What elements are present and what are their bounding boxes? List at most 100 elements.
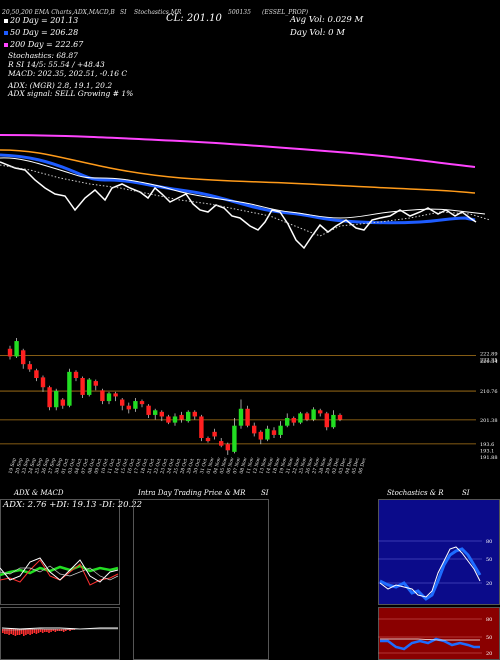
- date-label: 23 Sep: [21, 457, 31, 474]
- candle-body: [337, 414, 343, 420]
- macd-bar: [12, 629, 15, 635]
- candle-body: [212, 431, 217, 437]
- si-chart: 80 50 20: [378, 617, 492, 657]
- candle-body: [80, 378, 85, 395]
- ema-20-line: [0, 157, 486, 219]
- adx-values: ADX: 2.76 +DI: 19.13 -DI: 20.22: [3, 500, 143, 510]
- date-label: 13 Nov: [258, 456, 268, 474]
- price-close-line: [0, 161, 477, 250]
- date-label: 22 Oct: [153, 458, 163, 475]
- candle-body: [285, 418, 290, 426]
- date-label: 04 Oct: [74, 458, 84, 475]
- candle-body: [172, 416, 178, 423]
- date-label: 12 Nov: [252, 456, 262, 474]
- stoch-upper-tick-80: 80: [486, 539, 492, 545]
- macd-readout: MACD: 202.35, 202.51, -0.16 C: [8, 69, 128, 78]
- date-label: 07 Nov: [232, 456, 242, 474]
- ema-20-swatch: [4, 19, 8, 23]
- macd-bar: [20, 629, 23, 634]
- date-label: 25 Sep: [34, 457, 44, 474]
- macd-bar: [2, 629, 4, 633]
- date-label: 06 Nov: [225, 456, 235, 474]
- date-label: 21 Oct: [146, 458, 156, 475]
- adx-chart: [0, 557, 119, 586]
- date-label: 04 Dec: [344, 457, 354, 475]
- date-label: 28 Oct: [179, 458, 189, 475]
- macd-bar: [27, 629, 29, 634]
- stoch-d-line: [379, 546, 481, 598]
- date-label: 14 Nov: [265, 456, 275, 474]
- header-stochastics-mr: Stochastics,MR: [134, 9, 182, 16]
- price-level-label: 220.54: [480, 359, 498, 365]
- intraday-title-si: SI: [261, 489, 269, 497]
- candle-body: [21, 350, 26, 365]
- candle-body: [179, 414, 184, 420]
- date-label: 22 Nov: [291, 456, 301, 474]
- intraday-panel: [133, 499, 269, 660]
- price-level-label: 201.38: [480, 418, 498, 424]
- ema-dotted-line: [0, 164, 491, 237]
- header-raw: 20,50,200 EMA Charts,ADX,MACD,B: [2, 9, 115, 16]
- date-label: 11 Nov: [245, 456, 255, 474]
- candle-body: [265, 428, 270, 440]
- candle-body: [146, 405, 151, 415]
- macd-bar: [54, 629, 57, 632]
- date-label: 30 Sep: [54, 457, 64, 474]
- ema-chart: [0, 134, 491, 250]
- date-label: 09 Oct: [93, 458, 103, 475]
- date-label: 07 Oct: [80, 458, 90, 475]
- date-label: 21 Nov: [285, 456, 295, 474]
- macd-bar: [25, 629, 27, 635]
- candle-body: [252, 425, 257, 434]
- candle-body: [60, 399, 65, 406]
- macd-bar: [29, 629, 31, 635]
- candle-body: [205, 438, 211, 442]
- macd-signal-line: [2, 628, 118, 631]
- candle-body: [331, 414, 336, 428]
- ema-100-line: [0, 149, 476, 194]
- candle-body: [40, 377, 46, 388]
- candle-body: [87, 379, 92, 395]
- intraday-title: Intra Day Trading Price & MR: [138, 489, 246, 497]
- date-label: 30 Oct: [192, 458, 202, 475]
- candle-body: [47, 387, 52, 408]
- candle-body: [166, 416, 171, 423]
- macd-bar: [46, 629, 48, 632]
- date-label: 16 Oct: [126, 458, 136, 475]
- macd-bar: [62, 629, 65, 632]
- macd-bar: [33, 629, 36, 633]
- date-label: 23 Oct: [159, 458, 169, 475]
- price-level-label: 222.35: [480, 357, 498, 363]
- candle-body: [14, 341, 19, 357]
- macd-bar: [14, 629, 17, 636]
- macd-bar: [39, 629, 42, 632]
- date-label: 11 Oct: [107, 458, 117, 475]
- date-label: 10 Oct: [100, 458, 110, 475]
- date-label: 26 Sep: [41, 457, 51, 474]
- ema-200-line: [0, 134, 476, 168]
- date-label: 08 Oct: [87, 458, 97, 475]
- date-label: 14 Oct: [113, 458, 123, 475]
- date-label: 31 Oct: [199, 458, 209, 475]
- macd-bar: [18, 629, 21, 635]
- date-label: 24 Oct: [166, 458, 176, 475]
- candle-body: [199, 416, 204, 438]
- stoch-upper-tick-20: 20: [486, 581, 492, 587]
- date-label: 18 Nov: [272, 456, 282, 474]
- date-label: 19 Sep: [8, 457, 18, 474]
- adx-panel: [0, 499, 120, 605]
- date-label: 06 Dec: [357, 457, 367, 475]
- date-label: 27 Nov: [311, 456, 321, 474]
- macd-bar: [10, 629, 12, 634]
- candle-body: [225, 444, 230, 451]
- candle-body: [133, 401, 138, 409]
- candle-body: [318, 410, 323, 414]
- macd-bar: [6, 629, 8, 634]
- candle-body: [271, 430, 277, 435]
- candle-body: [113, 393, 118, 397]
- candle-body: [67, 371, 72, 406]
- stochastics-title-si: SI: [462, 489, 470, 497]
- candle-body: [54, 390, 59, 408]
- si-readout: R SI 14/5: 55.54 / +48.43: [8, 60, 105, 69]
